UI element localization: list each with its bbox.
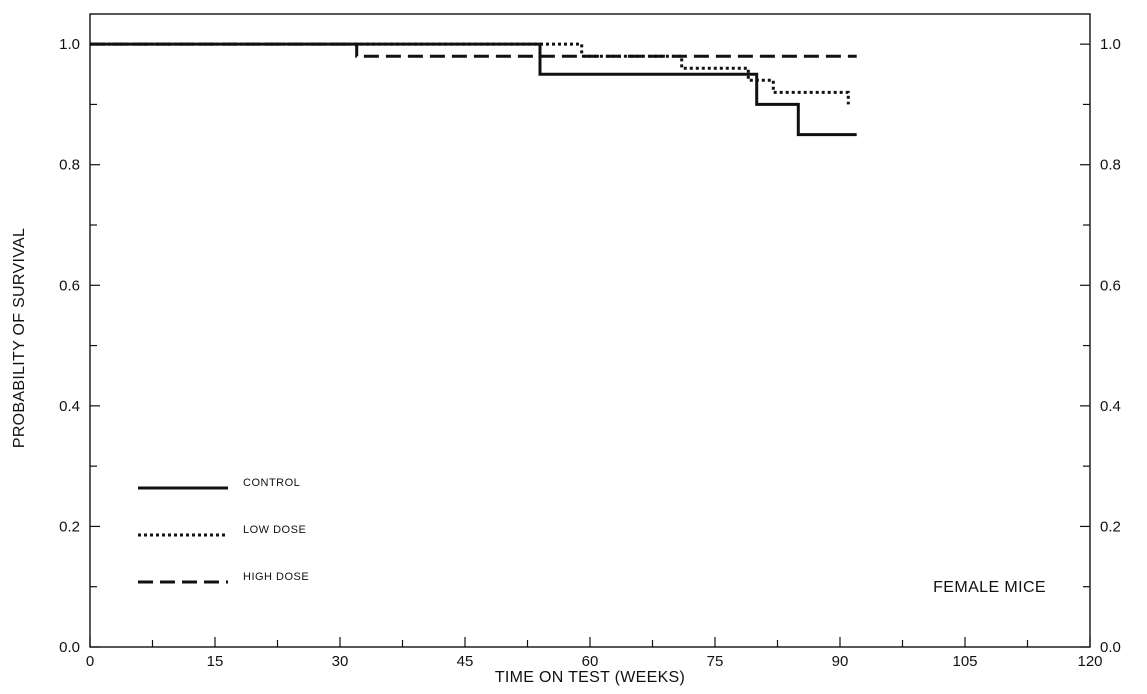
- plot-frame: [89, 13, 1091, 648]
- x-tick-label: 60: [582, 653, 599, 670]
- y-tick-label: 0.4: [59, 398, 80, 415]
- y-right-tick-label: 0.4: [1100, 398, 1121, 415]
- x-tick-label: 90: [832, 653, 849, 670]
- series-high-dose: [90, 42, 857, 58]
- series-low-dose: [90, 42, 850, 105]
- y-tick-label: 0.2: [59, 518, 80, 535]
- x-tick-label: 15: [207, 653, 224, 670]
- y-tick-label: 1.0: [59, 36, 80, 53]
- y-tick-label: 0.6: [59, 277, 80, 294]
- y-right-tick-label: 0.8: [1100, 157, 1121, 174]
- y-right-tick-label: 0.0: [1100, 639, 1121, 656]
- x-tick-label: 45: [457, 653, 474, 670]
- y-right-tick-label: 0.6: [1100, 277, 1121, 294]
- legend: CONTROL LOW DOSE HIGH DOSE: [138, 477, 309, 584]
- legend-label-high-dose: HIGH DOSE: [243, 571, 309, 583]
- x-tick-label: 0: [86, 653, 94, 670]
- y-right-tick-label: 1.0: [1100, 36, 1121, 53]
- axes: 0.0 0.0 0.2 0.2 0.4 0.4 0.6 0.6 0.8 0.8 1.0 1.0 0 15 3…: [59, 13, 1121, 670]
- y-right-tick-label: 0.2: [1100, 518, 1121, 535]
- x-tick-label: 105: [952, 653, 977, 670]
- y-axis-title: PROBABILITY OF SURVIVAL: [11, 228, 28, 448]
- legend-label-control: CONTROL: [243, 477, 300, 489]
- y-tick-label: 0.0: [59, 639, 80, 656]
- series-control: [90, 42, 857, 137]
- legend-label-low-dose: LOW DOSE: [243, 524, 306, 536]
- x-tick-label: 30: [332, 653, 349, 670]
- chart-annotation: FEMALE MICE: [933, 579, 1046, 596]
- y-tick-label: 0.8: [59, 157, 80, 174]
- x-tick-label: 75: [707, 653, 724, 670]
- series-layer: [90, 42, 857, 137]
- x-axis-title: TIME ON TEST (WEEKS): [495, 669, 685, 686]
- x-tick-label: 120: [1077, 653, 1102, 670]
